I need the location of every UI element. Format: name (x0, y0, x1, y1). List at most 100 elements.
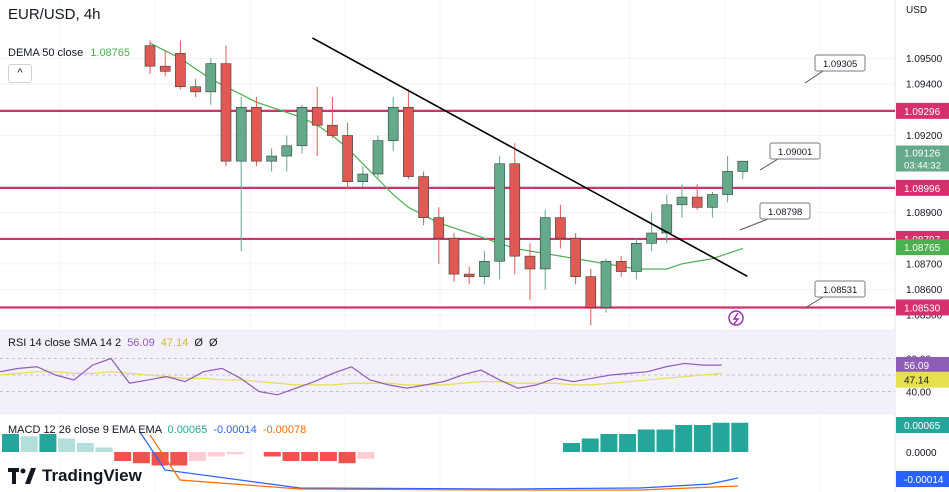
bullish-candle[interactable] (235, 106, 247, 162)
macd-histogram-bar[interactable] (301, 452, 319, 461)
bearish-candle[interactable] (159, 65, 171, 72)
bullish-candle[interactable] (737, 160, 749, 172)
macd-histogram-bar[interactable] (637, 429, 655, 453)
bearish-candle[interactable] (403, 106, 414, 177)
bullish-candle[interactable] (479, 260, 490, 277)
bearish-candle[interactable] (691, 196, 703, 208)
rsi-sma-line[interactable] (0, 371, 722, 386)
macd-histogram-bar[interactable] (76, 443, 94, 452)
bullish-candle[interactable] (722, 171, 733, 195)
macd-histogram-bar[interactable] (189, 452, 206, 461)
bearish-candle[interactable] (220, 63, 232, 162)
bullish-candle[interactable] (600, 260, 612, 308)
bullish-candle[interactable] (494, 163, 505, 262)
bearish-candle[interactable] (509, 163, 521, 257)
bearish-candle[interactable] (418, 176, 429, 218)
macd-histogram-bar[interactable] (357, 452, 375, 459)
bullish-candle[interactable] (281, 145, 293, 157)
bullish-candle[interactable] (646, 232, 657, 244)
macd-histogram-bar[interactable] (207, 452, 225, 457)
macd-line[interactable] (139, 431, 739, 490)
bearish-candle[interactable] (585, 276, 597, 308)
trend-line[interactable] (312, 37, 748, 277)
bearish-candle[interactable] (555, 217, 566, 239)
bullish-candle[interactable] (372, 140, 384, 175)
callout-pointer (804, 296, 824, 309)
rsi-legend[interactable]: RSI 14 close SMA 14 2 56.09 47.14 Ø Ø (8, 337, 218, 349)
bearish-candle[interactable] (570, 237, 581, 277)
rsi-label: RSI 14 close SMA 14 2 (8, 337, 122, 349)
price-callout-box[interactable] (769, 142, 821, 160)
level-price-tag (896, 299, 949, 316)
price-callout-label: 1.09001 (778, 147, 812, 158)
rsi-background (0, 331, 895, 413)
macd-histogram-bar[interactable] (95, 447, 113, 453)
level-price-tag-label: 1.08530 (904, 303, 941, 314)
price-callout-label: 1.09305 (823, 59, 857, 70)
rsi-line[interactable] (0, 357, 722, 396)
macd-histogram-bar[interactable] (226, 452, 244, 455)
bearish-candle[interactable] (251, 106, 262, 162)
lightning-bolt-glyph (732, 312, 740, 325)
tradingview-logo[interactable]: TradingView (8, 466, 142, 486)
bearish-candle[interactable] (144, 45, 156, 67)
lightning-icon[interactable] (728, 310, 744, 326)
symbol-title[interactable]: EUR/USD, 4h (8, 6, 101, 23)
dema-line[interactable] (149, 42, 743, 270)
level-price-tag-label: 1.08996 (904, 184, 941, 195)
macd-histogram-bar[interactable] (600, 434, 618, 452)
macd-histogram-bar[interactable] (263, 452, 281, 457)
bearish-candle[interactable] (327, 124, 338, 136)
bullish-candle[interactable] (357, 173, 369, 182)
bearish-candle[interactable] (615, 260, 627, 272)
macd-histogram-bar[interactable] (675, 425, 693, 452)
bullish-candle[interactable] (387, 106, 399, 141)
macd-histogram-bar[interactable] (619, 434, 637, 452)
macd-histogram-bar[interactable] (20, 436, 38, 452)
macd-histogram-bar[interactable] (338, 452, 356, 464)
dema-legend[interactable]: DEMA 50 close 1.08765 (8, 47, 130, 59)
bearish-candle[interactable] (342, 135, 353, 183)
collapse-legend-button[interactable]: ^ (8, 64, 32, 83)
price-callout-box[interactable] (814, 280, 866, 298)
bullish-candle[interactable] (676, 196, 688, 206)
bullish-candle[interactable] (205, 63, 217, 93)
tradingview-logo-text: TradingView (42, 466, 142, 485)
callout-pointer (759, 158, 779, 171)
price-callout-box[interactable] (814, 54, 866, 72)
macd-histogram-bar[interactable] (282, 452, 300, 461)
macd-histogram-bar[interactable] (319, 452, 337, 461)
macd-histogram-bar[interactable] (170, 452, 188, 466)
macd-histogram-bar[interactable] (58, 438, 76, 453)
bullish-candle[interactable] (296, 106, 308, 147)
macd-line-tag (896, 471, 949, 487)
bearish-candle[interactable] (524, 255, 536, 270)
macd-histogram-bar[interactable] (132, 452, 150, 464)
bearish-candle[interactable] (448, 237, 460, 275)
bearish-candle[interactable] (190, 86, 201, 93)
price-tick-label: 1.08700 (906, 259, 943, 270)
macd-histogram-bar[interactable] (731, 422, 749, 452)
bearish-candle[interactable] (311, 106, 323, 126)
bullish-candle[interactable] (661, 204, 673, 234)
macd-histogram-bar[interactable] (581, 438, 599, 453)
rsi-value-tag (896, 356, 949, 373)
price-callout-box[interactable] (759, 202, 811, 220)
bearish-candle[interactable] (433, 217, 445, 239)
macd-signal-line[interactable] (149, 434, 739, 491)
macd-histogram-bar[interactable] (2, 434, 19, 452)
bullish-candle[interactable] (631, 243, 642, 272)
macd-legend[interactable]: MACD 12 26 close 9 EMA EMA 0.00065 -0.00… (8, 424, 306, 436)
bearish-candle[interactable] (175, 53, 186, 88)
bullish-candle[interactable] (707, 194, 718, 208)
bullish-candle[interactable] (539, 217, 551, 270)
macd-histogram-bar[interactable] (39, 434, 57, 452)
bullish-candle[interactable] (266, 155, 277, 162)
macd-histogram-bar[interactable] (563, 443, 580, 452)
macd-histogram-bar[interactable] (114, 452, 132, 461)
macd-histogram-bar[interactable] (656, 429, 674, 453)
macd-histogram-bar[interactable] (712, 422, 730, 452)
tradingview-logo-icon (8, 468, 36, 484)
macd-histogram-bar[interactable] (693, 425, 711, 452)
bearish-candle[interactable] (463, 273, 475, 277)
